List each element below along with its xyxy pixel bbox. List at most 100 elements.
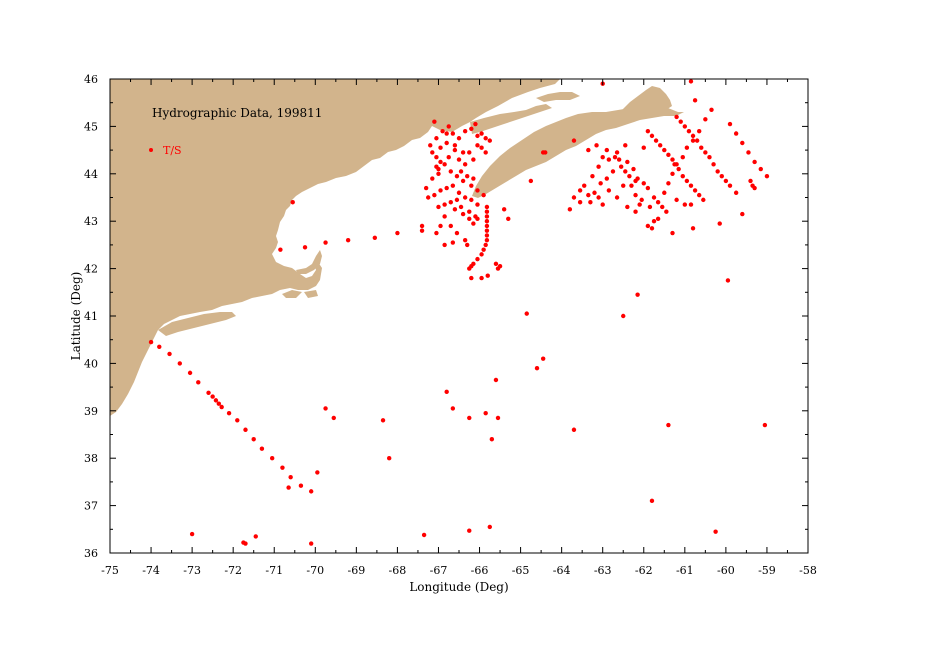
station-points xyxy=(148,79,770,546)
station-point xyxy=(331,415,336,421)
station-point xyxy=(345,237,351,243)
station-point xyxy=(475,216,480,222)
y-tick-label: 43 xyxy=(84,215,98,228)
station-point xyxy=(571,195,577,200)
station-point xyxy=(419,223,425,229)
station-point xyxy=(479,275,484,281)
station-point xyxy=(725,278,731,283)
station-point xyxy=(448,223,453,229)
station-point xyxy=(666,181,671,186)
station-point xyxy=(446,155,451,160)
nova-scotia xyxy=(472,106,684,198)
station-point xyxy=(462,162,468,167)
station-point xyxy=(495,415,501,421)
station-point xyxy=(713,529,718,534)
station-point xyxy=(484,223,490,229)
y-tick-label: 42 xyxy=(84,263,98,276)
station-point xyxy=(462,237,468,243)
station-point xyxy=(506,216,511,222)
station-point xyxy=(473,121,478,127)
x-tick-label: -63 xyxy=(594,564,612,577)
station-point xyxy=(467,216,472,222)
cape-breton-island xyxy=(622,86,672,114)
station-point xyxy=(598,181,603,186)
station-point xyxy=(484,214,490,219)
station-point xyxy=(430,176,435,181)
station-point xyxy=(484,228,490,233)
station-point xyxy=(540,356,546,361)
station-point xyxy=(484,233,490,238)
y-tick-label: 44 xyxy=(84,168,98,181)
station-point xyxy=(688,183,694,188)
station-point xyxy=(465,242,470,248)
islands-south-of-cape xyxy=(282,290,318,298)
station-point xyxy=(323,406,328,411)
station-point xyxy=(475,133,480,139)
station-point xyxy=(484,219,490,224)
station-point xyxy=(308,489,314,494)
station-point xyxy=(278,247,283,252)
station-point xyxy=(467,150,472,155)
station-point xyxy=(483,242,488,248)
station-point xyxy=(670,171,675,176)
station-point xyxy=(606,157,612,162)
mainland-landmass xyxy=(110,79,560,416)
station-point xyxy=(748,178,753,184)
station-point xyxy=(456,157,462,162)
station-point xyxy=(308,541,314,546)
legend-label: T/S xyxy=(163,144,182,157)
station-point xyxy=(157,344,162,350)
y-tick-label: 41 xyxy=(84,310,98,323)
x-tick-label: -72 xyxy=(224,564,242,577)
y-tick-label: 38 xyxy=(84,452,98,465)
station-point xyxy=(645,223,651,229)
station-point xyxy=(682,202,688,207)
station-point xyxy=(684,145,690,150)
station-point xyxy=(442,202,447,207)
station-point xyxy=(752,159,757,165)
station-point xyxy=(692,98,698,103)
station-point xyxy=(633,178,638,184)
x-axis: -75 -74 -73 -72 -71 -70 -69 -68 -67 -66 -65 -64 -63 -… xyxy=(101,79,817,577)
station-point xyxy=(216,401,222,406)
station-point xyxy=(723,178,729,184)
station-point xyxy=(649,133,655,139)
station-point xyxy=(432,119,437,124)
station-point xyxy=(641,145,646,150)
station-point xyxy=(594,143,599,148)
station-point xyxy=(534,365,540,371)
x-tick-label: -67 xyxy=(430,564,448,577)
y-tick-label: 46 xyxy=(84,73,98,86)
station-point xyxy=(653,138,659,143)
station-point xyxy=(707,155,712,160)
station-point xyxy=(475,188,480,193)
station-point xyxy=(189,531,195,537)
station-point xyxy=(590,173,595,179)
station-point xyxy=(167,351,172,357)
station-point xyxy=(298,483,304,488)
station-point xyxy=(623,169,628,174)
station-point xyxy=(528,178,534,184)
station-point xyxy=(680,155,685,160)
station-point xyxy=(577,200,583,205)
station-point xyxy=(487,524,492,530)
station-point xyxy=(483,410,488,416)
station-point xyxy=(692,188,698,193)
station-point xyxy=(627,173,632,179)
station-point xyxy=(485,273,490,278)
station-point xyxy=(387,456,392,461)
station-point xyxy=(395,230,400,236)
station-point xyxy=(483,136,488,141)
station-point xyxy=(664,209,669,214)
y-tick-label: 40 xyxy=(84,357,98,370)
station-point xyxy=(703,150,708,155)
x-tick-label: -59 xyxy=(758,564,776,577)
station-point xyxy=(454,197,460,203)
station-point xyxy=(469,275,474,281)
station-point xyxy=(452,207,458,212)
station-point xyxy=(469,183,474,188)
station-point xyxy=(649,498,655,504)
station-point xyxy=(670,157,675,162)
x-tick-label: -58 xyxy=(799,564,817,577)
station-point xyxy=(456,190,462,195)
